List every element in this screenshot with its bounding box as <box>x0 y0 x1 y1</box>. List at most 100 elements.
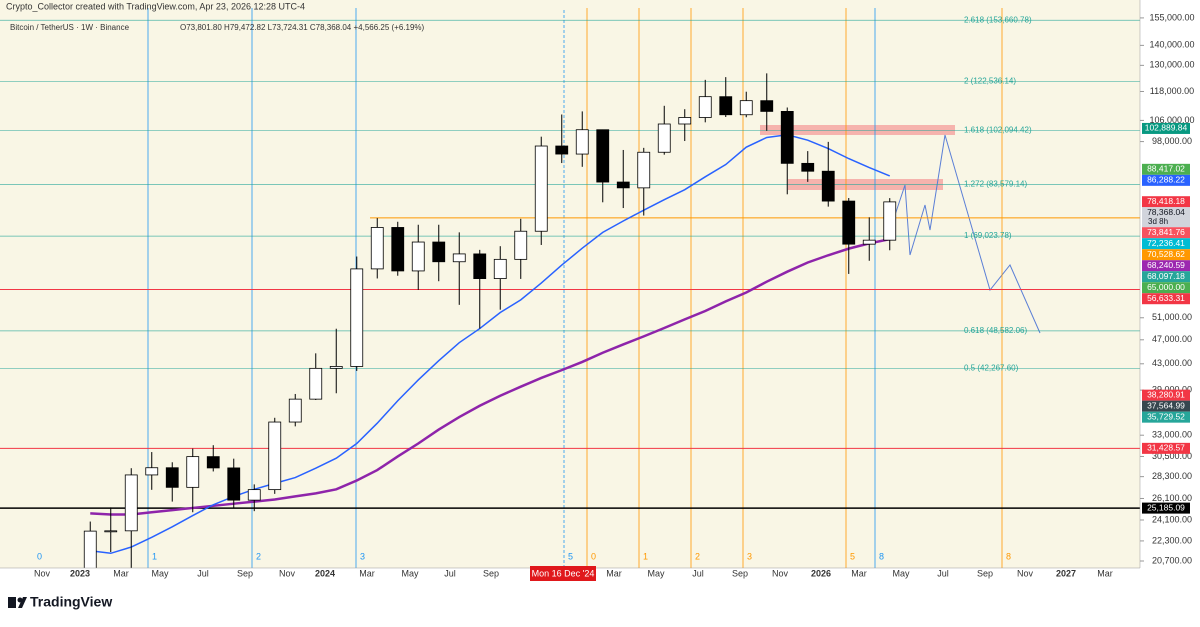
candle-body <box>575 129 589 155</box>
x-tick-label: 2026 <box>811 568 831 578</box>
y-tick-label: 30,500.00 <box>1152 451 1192 461</box>
candle-body <box>678 117 692 125</box>
svg-text:TradingView: TradingView <box>30 594 112 610</box>
candle-body <box>739 100 753 116</box>
y-tick-label: 140,000.00 <box>1149 40 1194 50</box>
wave-label: 2 <box>256 551 261 561</box>
wave-label: 1 <box>152 551 157 561</box>
x-tick-label: Mar <box>1097 568 1113 578</box>
candle-body <box>391 227 405 272</box>
y-tick-label: 33,000.00 <box>1152 430 1192 440</box>
x-tick-label: Nov <box>279 568 296 578</box>
y-tick-label: 22,300.00 <box>1152 535 1192 545</box>
wave-label: 1 <box>643 551 648 561</box>
wave-label: 2 <box>695 551 700 561</box>
price-label: 68,097.18 <box>1147 271 1185 281</box>
y-tick-label: 43,000.00 <box>1152 358 1192 368</box>
candle-body <box>842 200 856 245</box>
candle-body <box>883 201 897 241</box>
wave-label: 5 <box>568 551 573 561</box>
moving-average <box>90 134 891 555</box>
price-label: 38,280.91 <box>1147 389 1185 399</box>
price-label: 25,185.09 <box>1147 502 1185 512</box>
price-label: 35,729.52 <box>1147 411 1185 421</box>
candle-body <box>637 151 651 189</box>
wave-label: 3 <box>747 551 752 561</box>
candle-body <box>862 239 876 245</box>
candle-body <box>145 467 159 476</box>
price-label: 86,288.22 <box>1147 175 1185 185</box>
header: Crypto_Collector created with TradingVie… <box>6 1 305 11</box>
candle-body <box>329 366 343 369</box>
price-box <box>1142 411 1190 423</box>
x-tick-label: Mar <box>359 568 375 578</box>
x-tick-label: Jul <box>197 568 209 578</box>
candle-body <box>288 398 302 423</box>
x-tick-label: Mar <box>851 568 867 578</box>
price-box <box>1142 238 1190 250</box>
price-box <box>1142 163 1190 175</box>
price-box <box>1142 196 1190 208</box>
x-tick-label: May <box>647 568 665 578</box>
y-tick-label: 26,100.00 <box>1152 493 1192 503</box>
fib-label: 2.618 (153,660.78) <box>964 15 1032 24</box>
price-label: 56,633.31 <box>1147 293 1185 303</box>
y-tick-label: 118,000.00 <box>1150 86 1194 96</box>
price-label: 65,000.00 <box>1147 282 1185 292</box>
y-tick-label: 47,000.00 <box>1152 334 1192 344</box>
logo: TradingView <box>8 594 112 610</box>
price-label: 102,889.84 <box>1145 123 1188 133</box>
price-box <box>1142 293 1190 305</box>
y-tick-label: 20,700.00 <box>1152 555 1192 565</box>
candle-body <box>83 530 97 568</box>
x-tick-label: May <box>151 568 169 578</box>
x-tick-label: Sep <box>977 568 993 578</box>
projection-path <box>889 134 1041 334</box>
candle-body <box>780 111 794 164</box>
price-box <box>1142 249 1190 261</box>
price-label: 78,418.18 <box>1147 196 1185 206</box>
x-tick-label: May <box>892 568 910 578</box>
price-box <box>1142 282 1190 294</box>
price-label: 31,428.57 <box>1147 443 1185 453</box>
y-tick-label: 98,000.00 <box>1152 136 1192 146</box>
candle-body <box>432 241 446 263</box>
candle-body <box>801 162 815 172</box>
x-tick-label: Mar <box>113 568 129 578</box>
fib-label: 2 (122,536.14) <box>964 76 1016 85</box>
x-tick-label: Jul <box>444 568 456 578</box>
candle-body <box>473 253 487 279</box>
x-highlight: Mon 16 Dec '24 <box>532 568 595 578</box>
plot-layer <box>0 8 1140 568</box>
candle-body <box>370 227 384 270</box>
candle-body <box>411 241 425 272</box>
x-tick-label: Nov <box>34 568 51 578</box>
x-tick-label: Jul <box>692 568 704 578</box>
x-tick-label: May <box>401 568 419 578</box>
x-tick-label: Sep <box>483 568 499 578</box>
wave-label: 3 <box>360 551 365 561</box>
candle-body <box>616 181 630 189</box>
wave-label: 0 <box>591 551 596 561</box>
y-tick-label: 155,000.00 <box>1149 12 1194 22</box>
y-tick-label: 106,000.00 <box>1149 115 1194 125</box>
candle-body <box>268 421 282 491</box>
candle-body <box>247 489 261 501</box>
candle-body <box>165 467 179 488</box>
fib-label: 0.618 (48,582.06) <box>964 326 1027 335</box>
candle-body <box>206 456 220 469</box>
price-box <box>1142 502 1190 514</box>
candle-body <box>493 258 507 279</box>
price-label: 73,841.76 <box>1147 227 1185 237</box>
moving-average <box>90 237 890 516</box>
x-tick-label: Mar <box>606 568 622 578</box>
x-tick-label: Nov <box>772 568 789 578</box>
price-label: 68,240.59 <box>1147 260 1185 270</box>
price-box <box>1142 207 1190 228</box>
candle-body <box>309 367 323 400</box>
candle-body <box>124 474 138 532</box>
candle-body <box>514 230 528 260</box>
price-box <box>1142 227 1190 239</box>
candle-body <box>186 456 200 488</box>
resistance-zone <box>760 125 955 135</box>
